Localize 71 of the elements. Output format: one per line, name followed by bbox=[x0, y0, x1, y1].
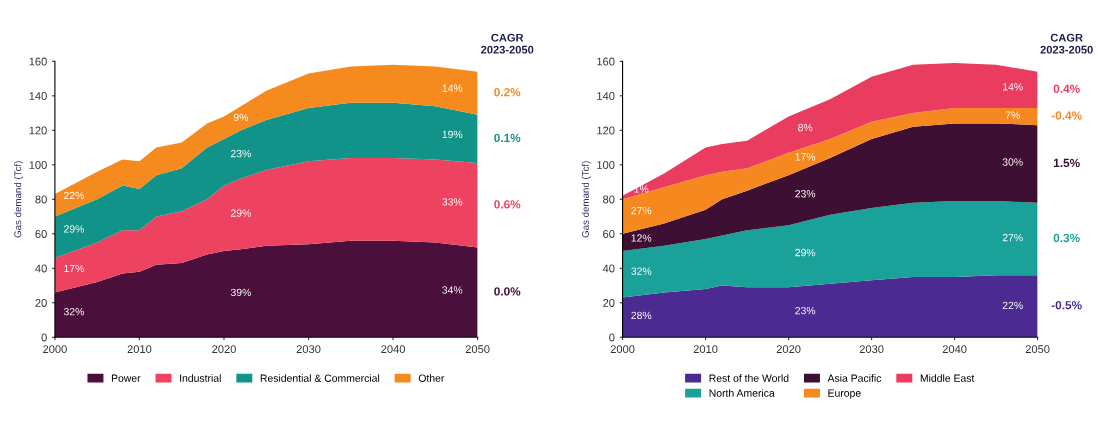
y-tick-label: 160 bbox=[597, 57, 615, 66]
legend-label: Power bbox=[111, 374, 141, 382]
y-tick-label: 20 bbox=[35, 299, 47, 307]
text: 0.2% bbox=[494, 88, 521, 97]
annotation: 22% bbox=[64, 191, 84, 200]
y-tick-label: 40 bbox=[602, 264, 615, 273]
y-tick-label: 80 bbox=[35, 195, 47, 204]
y-tick-label: 100 bbox=[597, 161, 615, 169]
x-tick-label: 2040 bbox=[381, 345, 406, 354]
annotation: 17% bbox=[795, 153, 816, 161]
annotation: 14% bbox=[1003, 83, 1023, 91]
annotation: 29% bbox=[231, 209, 251, 217]
legend-label: Industrial bbox=[180, 374, 221, 382]
text: 0.6% bbox=[494, 200, 521, 209]
y-tick-label: 60 bbox=[35, 230, 47, 238]
y-tick-label: 140 bbox=[29, 92, 47, 100]
y-tick-label: 120 bbox=[29, 126, 47, 135]
legend-label: Residential & Commercial bbox=[260, 374, 380, 382]
x-tick-label: 2000 bbox=[610, 345, 635, 354]
legend-label: Asia Pacific bbox=[827, 374, 882, 382]
text: 1.5% bbox=[1053, 158, 1080, 168]
text: CAGR 2023-2050 bbox=[1040, 33, 1093, 54]
annotation: 32% bbox=[631, 267, 652, 275]
text: CAGR 2023-2050 bbox=[481, 33, 534, 54]
annotation: 8% bbox=[798, 123, 813, 132]
annotation: 29% bbox=[795, 248, 816, 257]
x-tick-label: 2040 bbox=[942, 345, 967, 354]
y-tick-label: 140 bbox=[597, 92, 615, 100]
x-tick-label: 2010 bbox=[127, 345, 152, 354]
x-tick-label: 2030 bbox=[859, 345, 884, 354]
annotation: 27% bbox=[1002, 233, 1023, 242]
y-tick-label: 60 bbox=[603, 230, 615, 238]
legend-label: Middle East bbox=[920, 374, 975, 382]
text: 0.1% bbox=[494, 133, 521, 143]
legend-label: Europe bbox=[828, 389, 861, 399]
annotation: 33% bbox=[442, 198, 463, 206]
legend-label: Other bbox=[418, 374, 445, 382]
x-tick-label: 2030 bbox=[296, 345, 321, 354]
y-tick-label: 0 bbox=[609, 333, 615, 342]
y-tick-label: 40 bbox=[35, 264, 47, 273]
x-tick-label: 2050 bbox=[1025, 345, 1050, 354]
text: 0.4% bbox=[1053, 84, 1080, 93]
x-tick-label: 2000 bbox=[43, 345, 67, 354]
y-tick-label: 0 bbox=[41, 333, 47, 342]
x-tick-label: 2020 bbox=[212, 345, 236, 354]
y-tick-label: 160 bbox=[29, 57, 47, 66]
annotation: 7% bbox=[1005, 111, 1020, 119]
x-tick-label: 2020 bbox=[776, 345, 801, 354]
x-tick-label: 2010 bbox=[693, 345, 718, 354]
y-axis-title: Gas demand (Tcf) bbox=[14, 161, 24, 238]
text: -0.5% bbox=[1051, 301, 1082, 310]
legend-label: Rest of the World bbox=[709, 374, 789, 382]
annotation: 30% bbox=[1002, 158, 1023, 166]
annotation: 23% bbox=[795, 190, 816, 198]
annotation: 19% bbox=[442, 130, 463, 139]
x-tick-label: 2050 bbox=[465, 345, 490, 354]
annotation: 29% bbox=[64, 225, 84, 233]
y-tick-label: 120 bbox=[597, 126, 615, 135]
annotation: 27% bbox=[631, 206, 652, 215]
annotation: 12% bbox=[631, 234, 652, 242]
annotation: 23% bbox=[231, 149, 251, 158]
y-axis-title: Gas demand (Tcf) bbox=[581, 161, 591, 238]
text: 0.3% bbox=[1053, 233, 1080, 243]
annotation: 9% bbox=[233, 113, 249, 122]
y-tick-label: 100 bbox=[29, 161, 47, 169]
legend-label: North America bbox=[709, 389, 775, 397]
text: -0.4% bbox=[1051, 111, 1082, 120]
text: 0.0% bbox=[494, 287, 521, 296]
y-tick-label: 20 bbox=[603, 299, 615, 307]
y-tick-label: 80 bbox=[603, 195, 615, 204]
annotation: 14% bbox=[442, 84, 463, 92]
